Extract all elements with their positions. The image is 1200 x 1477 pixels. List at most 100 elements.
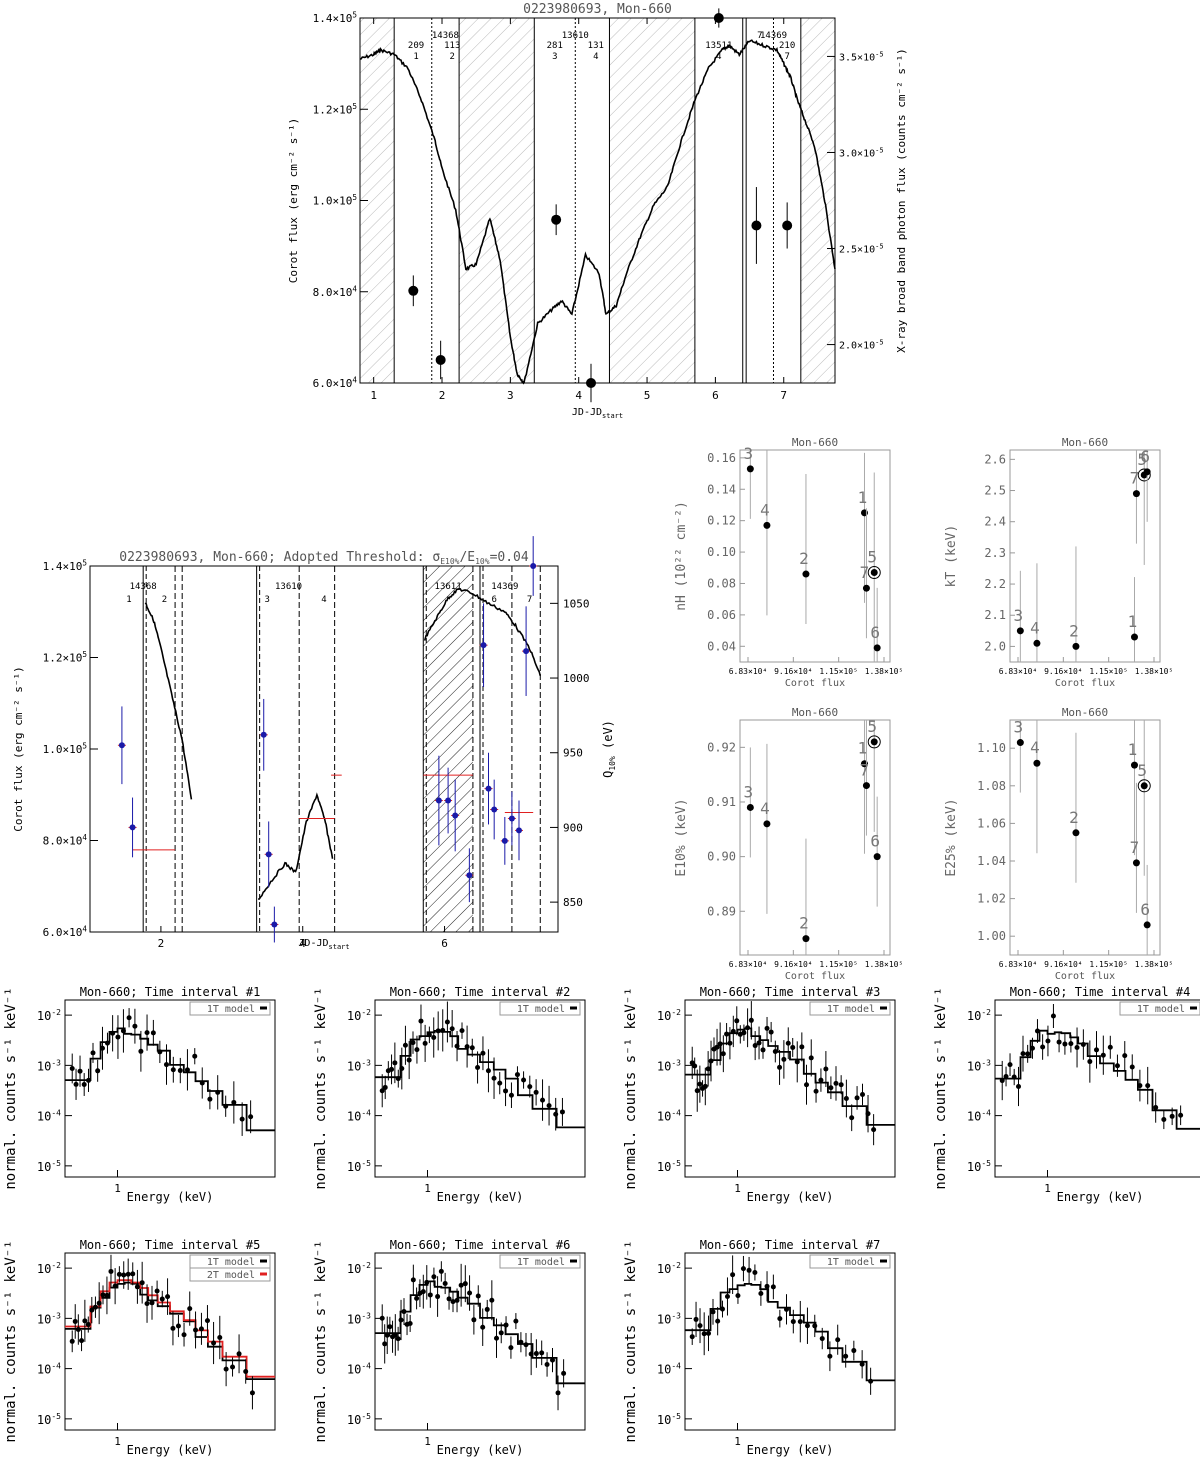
spectrum-point [705,1066,711,1072]
spectrum-point [163,1062,169,1068]
param-point [1016,627,1024,635]
param-point [1132,490,1140,498]
spectrum-point [1045,1038,1051,1044]
y-tick-label: 1.02 [977,892,1006,906]
spectrum-point [752,1043,758,1049]
spectrum-point [1145,1083,1151,1089]
spectrum-point [435,1028,441,1034]
spectrum-point [199,1080,205,1086]
spectrum-point [150,1030,156,1036]
y-tick-label: 0.06 [707,608,736,622]
spectrum-point [1025,1051,1031,1057]
spectrum-point [217,1335,223,1341]
xray-flux-point [713,13,724,23]
spectrum-title: Mon-660; Time interval #3 [700,985,881,999]
x-tick-label: 1.38×10⁵ [865,960,904,969]
spectrum-point [464,1044,470,1050]
y-tick-label: 2.6 [984,452,1006,466]
spectrum-point [1003,1073,1009,1079]
spectrum-point [440,1027,446,1033]
spectrum-point [527,1084,533,1090]
y2-tick-label: 3.0×10-5 [839,146,884,159]
y-tick-label: 1.4×105 [313,11,358,25]
param-ylabel: kT (keV) [944,525,959,588]
spectrum-xlabel: Energy (keV) [747,1190,834,1204]
y-tick-label: 0.92 [707,740,736,754]
spectrum-point [804,1082,810,1088]
x-tick-label: 1.15×10⁵ [819,960,858,969]
spectrum-point [399,1066,405,1072]
spectrum-point [1068,1041,1074,1047]
x-tick-label: 1.38×10⁵ [1135,960,1174,969]
x-tick-label: 1 [114,1182,121,1195]
spectrum-point [215,1089,221,1095]
spectrum-point [1169,1113,1175,1119]
spectrum-point [121,1272,127,1278]
spectrum-chart-5: 1 10-2 10-3 10-4 10-5 Mon-660; Time interval … [3,1238,276,1457]
y-tick-label: 10-2 [37,1008,61,1023]
top-xlabel: JD-JDstart [572,407,623,420]
model-1t-step [375,1030,585,1129]
q10-point [530,563,537,569]
param-point [1072,642,1080,650]
legend-label: 1T model [207,1004,255,1015]
y-tick-label: 1.2×105 [313,102,358,116]
x-tick-label: 9.16×10⁴ [774,960,813,969]
spectrum-point [192,1053,198,1059]
spectrum-point [120,1028,126,1034]
spectrum-point [710,1309,716,1315]
spectrum-point [553,1111,559,1117]
spectrum-point [849,1115,855,1121]
q10-point [452,812,459,819]
x-tick-label: 6.83×10⁴ [729,667,768,676]
spectrum-ylabel: normal. counts s⁻¹ keV⁻¹ [3,1240,19,1442]
top-chart: 1 2 3 4 5 6 7 6.0×104 8.0×104 1.0×105 1.2×105 1.4×1… [287,2,908,420]
param-chart-2: 34 2 1 756 6.83×10⁴ 9.16×10⁴ 1.15×10⁵ 1.38×10⁵ 2… [944,436,1173,689]
y2-tick-label: 2.0×10-5 [839,339,884,352]
spectrum-point [818,1077,824,1083]
spectrum-point [697,1081,703,1087]
spectrum-point [243,1368,249,1374]
x-tick-label: 6 [441,937,448,950]
y-tick-label: 10-5 [347,1412,371,1427]
spectrum-point [132,1023,138,1029]
param-chart-1: 3 4 2 1 75 6 6.83×10⁴ 9.16×10⁴ 1.15×10⁵ 1.38×10⁵ 0… [674,436,903,689]
spectrum-axes-frame [64,999,276,1178]
spectrum-point [159,1296,165,1302]
y-tick-label: 10-2 [657,1008,681,1023]
spectrum-chart-3: 1 10-2 10-3 10-4 10-5 Mon-660; Time interval … [623,985,896,1204]
x-tick-label: 1 [734,1182,741,1195]
spectrum-point [550,1357,556,1363]
spectrum-point [491,1075,497,1081]
spectrum-title: Mon-660; Time interval #1 [80,985,261,999]
spectrum-point [559,1109,565,1115]
spectrum-xlabel: Energy (keV) [747,1443,834,1457]
param-point-label: 1 [1128,612,1138,631]
model-2t-step [65,1279,275,1378]
y-tick-label: 10-2 [967,1008,991,1023]
spectrum-point [458,1282,464,1288]
spectrum-point [406,1057,412,1063]
spectrum-point [69,1338,75,1344]
spectrum-point [544,1361,550,1367]
param-title: Mon-660 [1062,706,1108,719]
spectrum-chart-2: 1 10-2 10-3 10-4 10-5 Mon-660; Time interval … [313,985,586,1204]
spectrum-point [100,1292,106,1298]
spectrum-point [528,1351,534,1357]
spectrum-point [116,1271,122,1277]
param-point-label: 4 [760,799,770,818]
spectrum-axes-frame [374,999,586,1178]
legend-box [809,1001,891,1016]
spectrum-point [518,1339,524,1345]
param-point-label: 7 [1130,469,1140,488]
spectrum-point [727,1040,733,1046]
spectrum-chart-1: 1 10-2 10-3 10-4 10-5 Mon-660; Time interval … [3,985,276,1204]
spectrum-point [1034,1028,1040,1034]
param-point [763,521,771,529]
y-tick-label: 6.0×104 [43,925,88,939]
xray-flux-point [408,285,419,296]
x-tick-label: 3 [507,389,514,402]
spectrum-point [764,1283,770,1289]
y-tick-label: 8.0×104 [313,284,358,298]
spectrum-chart-4: 1 10-2 10-3 10-4 10-5 Mon-660; Time interval … [933,985,1200,1204]
